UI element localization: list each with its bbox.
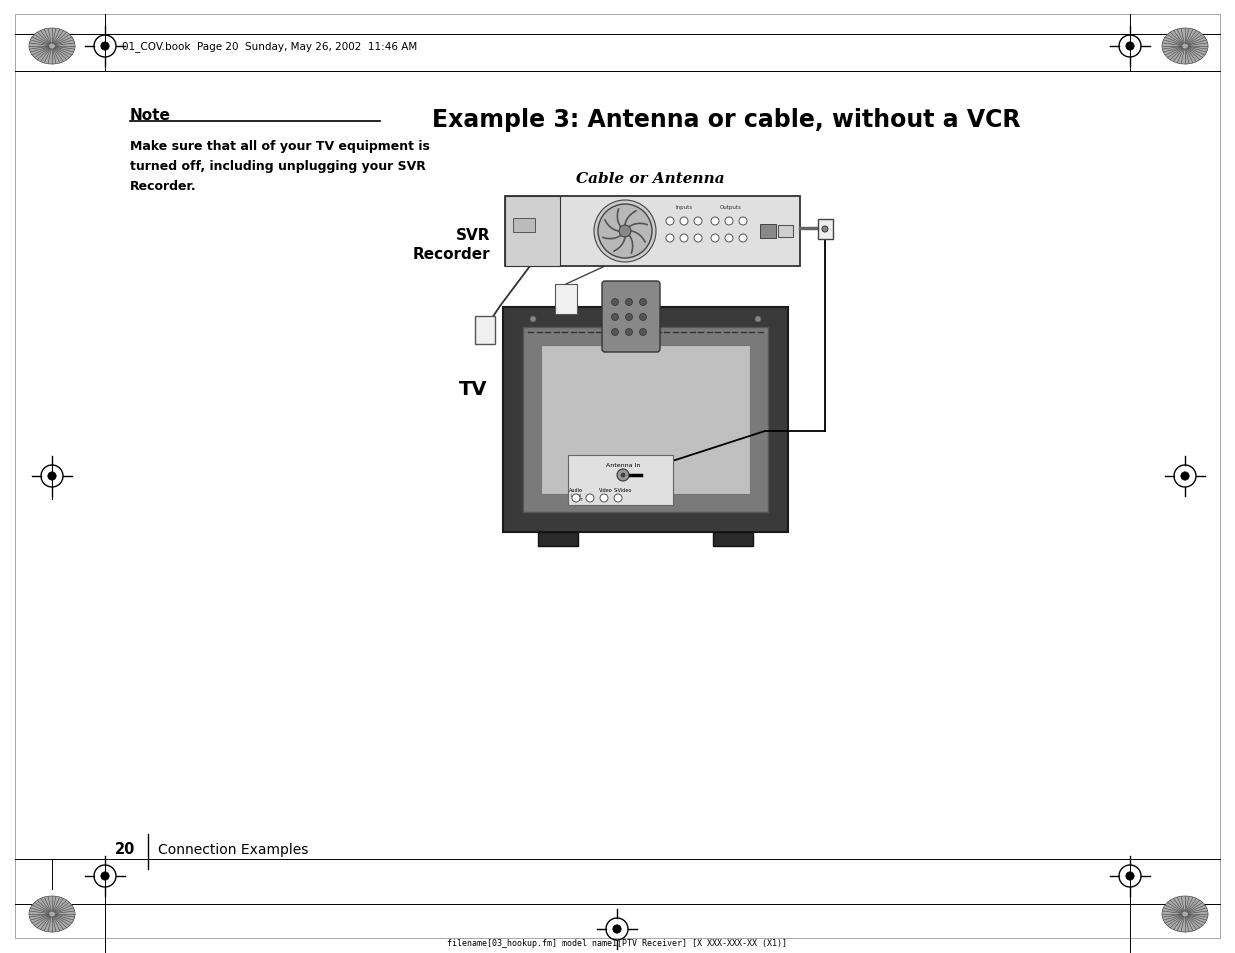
Circle shape <box>625 329 632 336</box>
Text: INPUT: INPUT <box>572 497 584 501</box>
Text: TV: TV <box>458 380 487 399</box>
Circle shape <box>680 218 688 226</box>
FancyBboxPatch shape <box>601 282 659 353</box>
Text: 20: 20 <box>115 841 135 857</box>
Circle shape <box>572 495 580 502</box>
Text: Recorder.: Recorder. <box>130 180 196 193</box>
Circle shape <box>611 299 619 306</box>
Circle shape <box>640 299 646 306</box>
Circle shape <box>101 872 109 881</box>
Circle shape <box>619 226 631 237</box>
Text: Example 3: Antenna or cable, without a VCR: Example 3: Antenna or cable, without a V… <box>432 108 1020 132</box>
Circle shape <box>666 218 674 226</box>
Circle shape <box>694 234 701 243</box>
Ellipse shape <box>1162 29 1208 65</box>
Ellipse shape <box>28 29 75 65</box>
Text: Cable or Antenna: Cable or Antenna <box>576 172 724 186</box>
Circle shape <box>823 227 827 233</box>
Circle shape <box>739 218 747 226</box>
Bar <box>541 346 750 495</box>
Text: filename[03_hookup.fm] model name1[PTV Receiver] [X XXX-XXX-XX (X1)]: filename[03_hookup.fm] model name1[PTV R… <box>447 938 787 947</box>
Bar <box>568 456 673 505</box>
Circle shape <box>530 316 536 323</box>
Circle shape <box>694 218 701 226</box>
Text: 01_COV.book  Page 20  Sunday, May 26, 2002  11:46 AM: 01_COV.book Page 20 Sunday, May 26, 2002… <box>122 42 417 52</box>
Circle shape <box>1126 43 1134 51</box>
Text: turned off, including unplugging your SVR: turned off, including unplugging your SV… <box>130 160 426 172</box>
Bar <box>513 219 535 233</box>
Text: Antenna In: Antenna In <box>606 462 640 468</box>
Text: SVR: SVR <box>456 228 490 243</box>
Bar <box>713 533 753 546</box>
Bar <box>503 308 788 533</box>
Circle shape <box>618 470 629 481</box>
Circle shape <box>1181 473 1189 480</box>
Circle shape <box>1126 872 1134 881</box>
Circle shape <box>585 495 594 502</box>
Circle shape <box>739 234 747 243</box>
Text: Inputs: Inputs <box>676 205 692 210</box>
Text: Outputs: Outputs <box>720 205 742 210</box>
Circle shape <box>666 234 674 243</box>
Circle shape <box>725 234 734 243</box>
Text: Recorder: Recorder <box>412 247 490 262</box>
Circle shape <box>600 495 608 502</box>
Circle shape <box>621 474 625 477</box>
Circle shape <box>598 205 652 258</box>
Bar <box>522 328 768 513</box>
Circle shape <box>625 314 632 321</box>
Circle shape <box>640 329 646 336</box>
Bar <box>778 226 793 237</box>
Bar <box>818 220 832 240</box>
Text: Video: Video <box>599 488 613 493</box>
Text: Audio: Audio <box>569 488 583 493</box>
Bar <box>475 316 495 345</box>
Bar <box>538 533 578 546</box>
Text: Make sure that all of your TV equipment is: Make sure that all of your TV equipment … <box>130 140 430 152</box>
Circle shape <box>625 299 632 306</box>
Circle shape <box>611 329 619 336</box>
Bar <box>555 285 577 314</box>
Text: Connection Examples: Connection Examples <box>158 842 309 856</box>
Circle shape <box>755 316 761 323</box>
Bar <box>505 196 559 267</box>
Circle shape <box>640 314 646 321</box>
Text: S-Video: S-Video <box>614 488 632 493</box>
Text: Note: Note <box>130 108 170 123</box>
Circle shape <box>48 473 56 480</box>
Circle shape <box>101 43 109 51</box>
Circle shape <box>711 218 719 226</box>
Circle shape <box>725 218 734 226</box>
Circle shape <box>613 924 621 933</box>
Text: L    R: L R <box>571 494 580 497</box>
Circle shape <box>611 314 619 321</box>
Circle shape <box>614 495 622 502</box>
Circle shape <box>680 234 688 243</box>
Circle shape <box>711 234 719 243</box>
Ellipse shape <box>28 896 75 932</box>
Bar <box>760 225 776 239</box>
Bar <box>505 196 800 267</box>
Circle shape <box>594 201 656 263</box>
Ellipse shape <box>1162 896 1208 932</box>
